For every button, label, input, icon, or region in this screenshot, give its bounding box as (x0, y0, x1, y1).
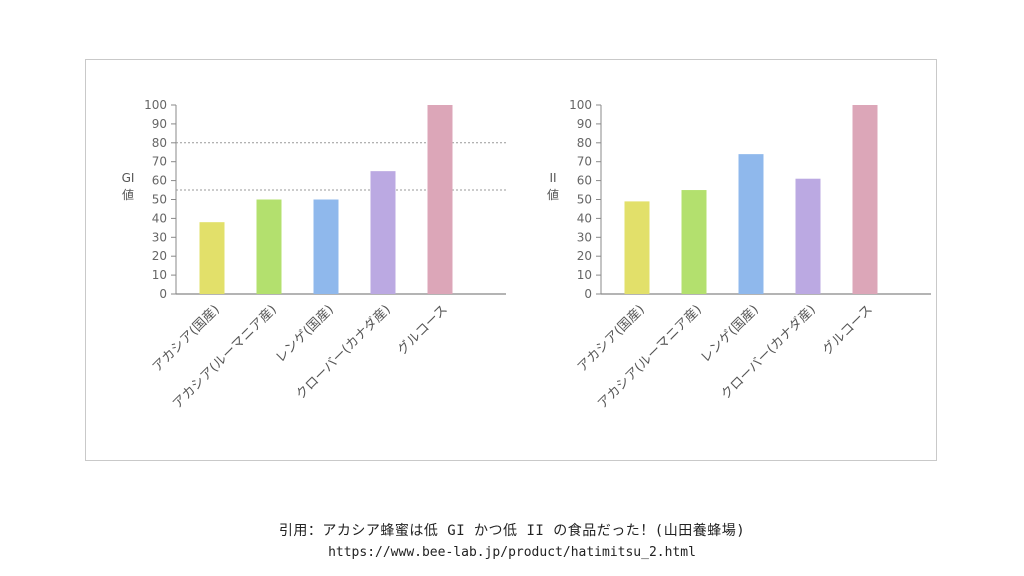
y-tick-label: 30 (152, 230, 167, 244)
y-tick-label: 100 (569, 98, 592, 112)
charts-panel: 0102030405060708090100GI値高GI中GI低GIアカシア(国… (85, 59, 937, 461)
bar (852, 105, 878, 294)
y-tick-label: 40 (577, 211, 592, 225)
y-tick-label: 10 (152, 268, 167, 282)
bar (681, 190, 707, 294)
y-axis-label-top: II (549, 171, 556, 185)
x-category-label: レンゲ(国産) (697, 302, 761, 366)
x-category-label: レンゲ(国産) (272, 302, 336, 366)
y-tick-label: 0 (584, 287, 592, 301)
y-tick-label: 30 (577, 230, 592, 244)
ii-bar-chart: 0102030405060708090100II値アカシア(国産)アカシア(ルー… (547, 98, 931, 412)
citation-text: 引用：アカシア蜂蜜は低 GI かつ低 II の食品だった！(山田養蜂場) (278, 523, 746, 539)
y-tick-label: 0 (159, 287, 167, 301)
y-tick-label: 80 (577, 136, 592, 150)
x-category-label: グルコース (820, 302, 876, 358)
y-tick-label: 10 (577, 268, 592, 282)
citation-url[interactable]: https://www.bee-lab.jp/product/hatimitsu… (328, 545, 696, 560)
y-tick-label: 80 (152, 136, 167, 150)
bar (795, 178, 821, 294)
y-tick-label: 50 (152, 193, 167, 207)
y-tick-label: 40 (152, 211, 167, 225)
x-category-label: クローバー(カナダ産) (293, 302, 394, 403)
x-category-label: アカシア(ルーマニア産) (169, 302, 279, 412)
y-tick-label: 60 (577, 174, 592, 188)
y-tick-label: 90 (577, 117, 592, 131)
x-category-label: クローバー(カナダ産) (718, 302, 819, 403)
y-tick-label: 70 (577, 155, 592, 169)
bar (199, 222, 225, 294)
bar (256, 199, 282, 294)
y-tick-label: 60 (152, 174, 167, 188)
x-category-label: グルコース (395, 302, 451, 358)
x-category-label: アカシア(ルーマニア産) (594, 302, 704, 412)
y-tick-label: 20 (577, 249, 592, 263)
y-tick-label: 90 (152, 117, 167, 131)
bar (427, 105, 453, 294)
bar (624, 201, 650, 294)
y-axis-label-bottom: 値 (122, 187, 134, 202)
gi-bar-chart: 0102030405060708090100GI値高GI中GI低GIアカシア(国… (122, 98, 506, 412)
y-axis-label-bottom: 値 (547, 187, 559, 202)
y-axis-label-top: GI (122, 171, 135, 185)
bar (370, 171, 396, 294)
bar (738, 154, 764, 294)
y-tick-label: 20 (152, 249, 167, 263)
y-tick-label: 50 (577, 193, 592, 207)
y-tick-label: 100 (144, 98, 167, 112)
bar (313, 199, 339, 294)
y-tick-label: 70 (152, 155, 167, 169)
